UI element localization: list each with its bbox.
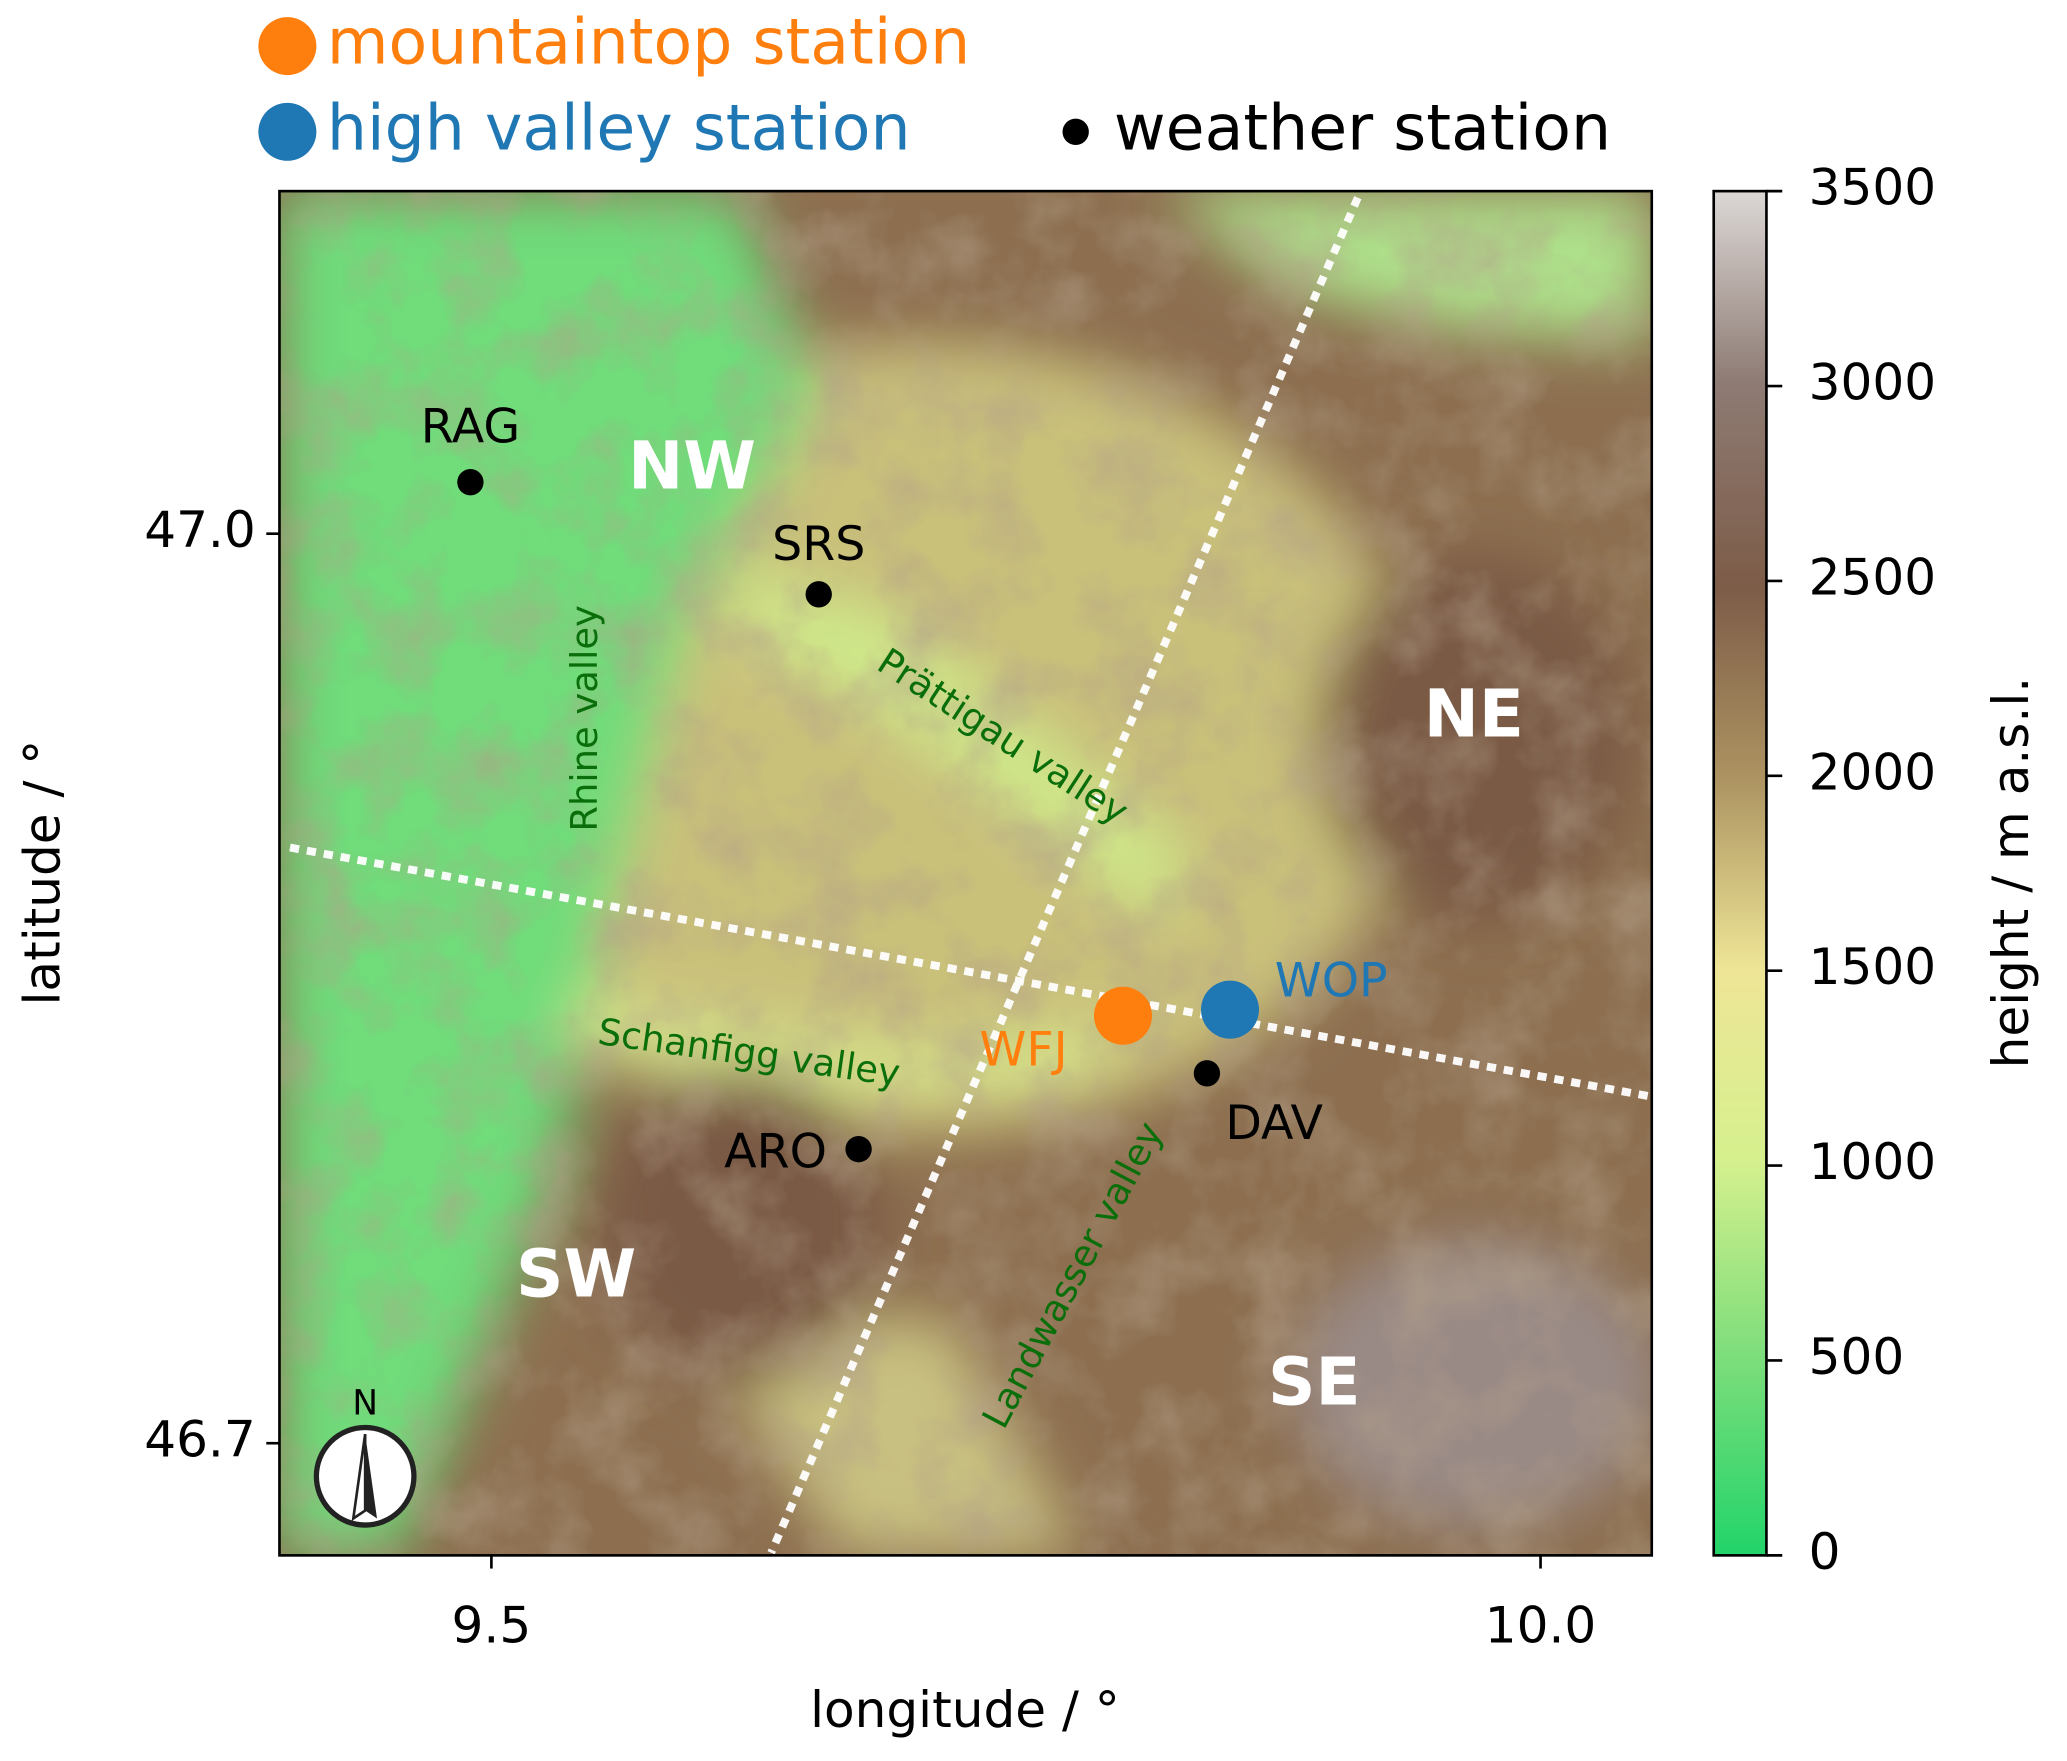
legend-marker (258, 17, 317, 76)
regions: NW NE SW SE (516, 428, 1524, 1421)
station-marker (1200, 980, 1259, 1039)
region-label: SW (516, 1236, 636, 1313)
colorbar-tick-label: 0 (1809, 1523, 1841, 1581)
station-marker (1193, 1060, 1221, 1087)
compass: N (313, 1384, 417, 1528)
station-label: RAG (421, 399, 520, 454)
station-marker (457, 468, 484, 496)
station-label: ARO (724, 1124, 827, 1179)
plot-frame (278, 189, 1654, 1557)
station-marker (1093, 986, 1152, 1045)
region-label: NW (628, 428, 756, 505)
y-tick-label: 47.0 (144, 501, 256, 559)
legend-label: weather station (1114, 90, 1611, 164)
region-label: SE (1268, 1344, 1360, 1421)
compass-label: N (352, 1384, 378, 1424)
station-label: DAV (1225, 1096, 1323, 1151)
legend-label: mountaintop station (327, 5, 970, 79)
colorbar-tick-label: 2000 (1809, 743, 1936, 801)
station-label: WOP (1275, 953, 1388, 1008)
station-marker (845, 1135, 872, 1163)
terrain (279, 191, 1652, 1556)
y-tick-label: 46.7 (144, 1411, 256, 1469)
legend-marker (258, 102, 317, 161)
colorbar-tick-label: 1500 (1809, 938, 1936, 996)
x-axis-label: longitude / ° (810, 1681, 1120, 1739)
station-label: SRS (772, 517, 865, 572)
region-label: NE (1424, 675, 1524, 752)
legend-marker (1062, 118, 1089, 145)
colorbar-tick-label: 3500 (1809, 159, 1936, 217)
x-tick-label: 9.5 (452, 1597, 532, 1655)
colorbar-label: height / m a.s.l. (1982, 677, 2040, 1068)
station-label: WFJ (979, 1023, 1067, 1078)
x-tick-label: 10.0 (1485, 1597, 1597, 1655)
colorbar-tick-label: 3000 (1809, 354, 1936, 412)
valley-label: Rhine valley (563, 605, 606, 832)
colorbar-tick-label: 1000 (1809, 1133, 1936, 1191)
y-axis-label: latitude / ° (14, 740, 72, 1006)
colorbar (1712, 189, 1768, 1557)
station-marker (805, 581, 832, 608)
legend-label: high valley station (327, 90, 911, 164)
colorbar-tick-label: 2500 (1809, 548, 1936, 606)
colorbar-tick-label: 500 (1809, 1328, 1905, 1386)
